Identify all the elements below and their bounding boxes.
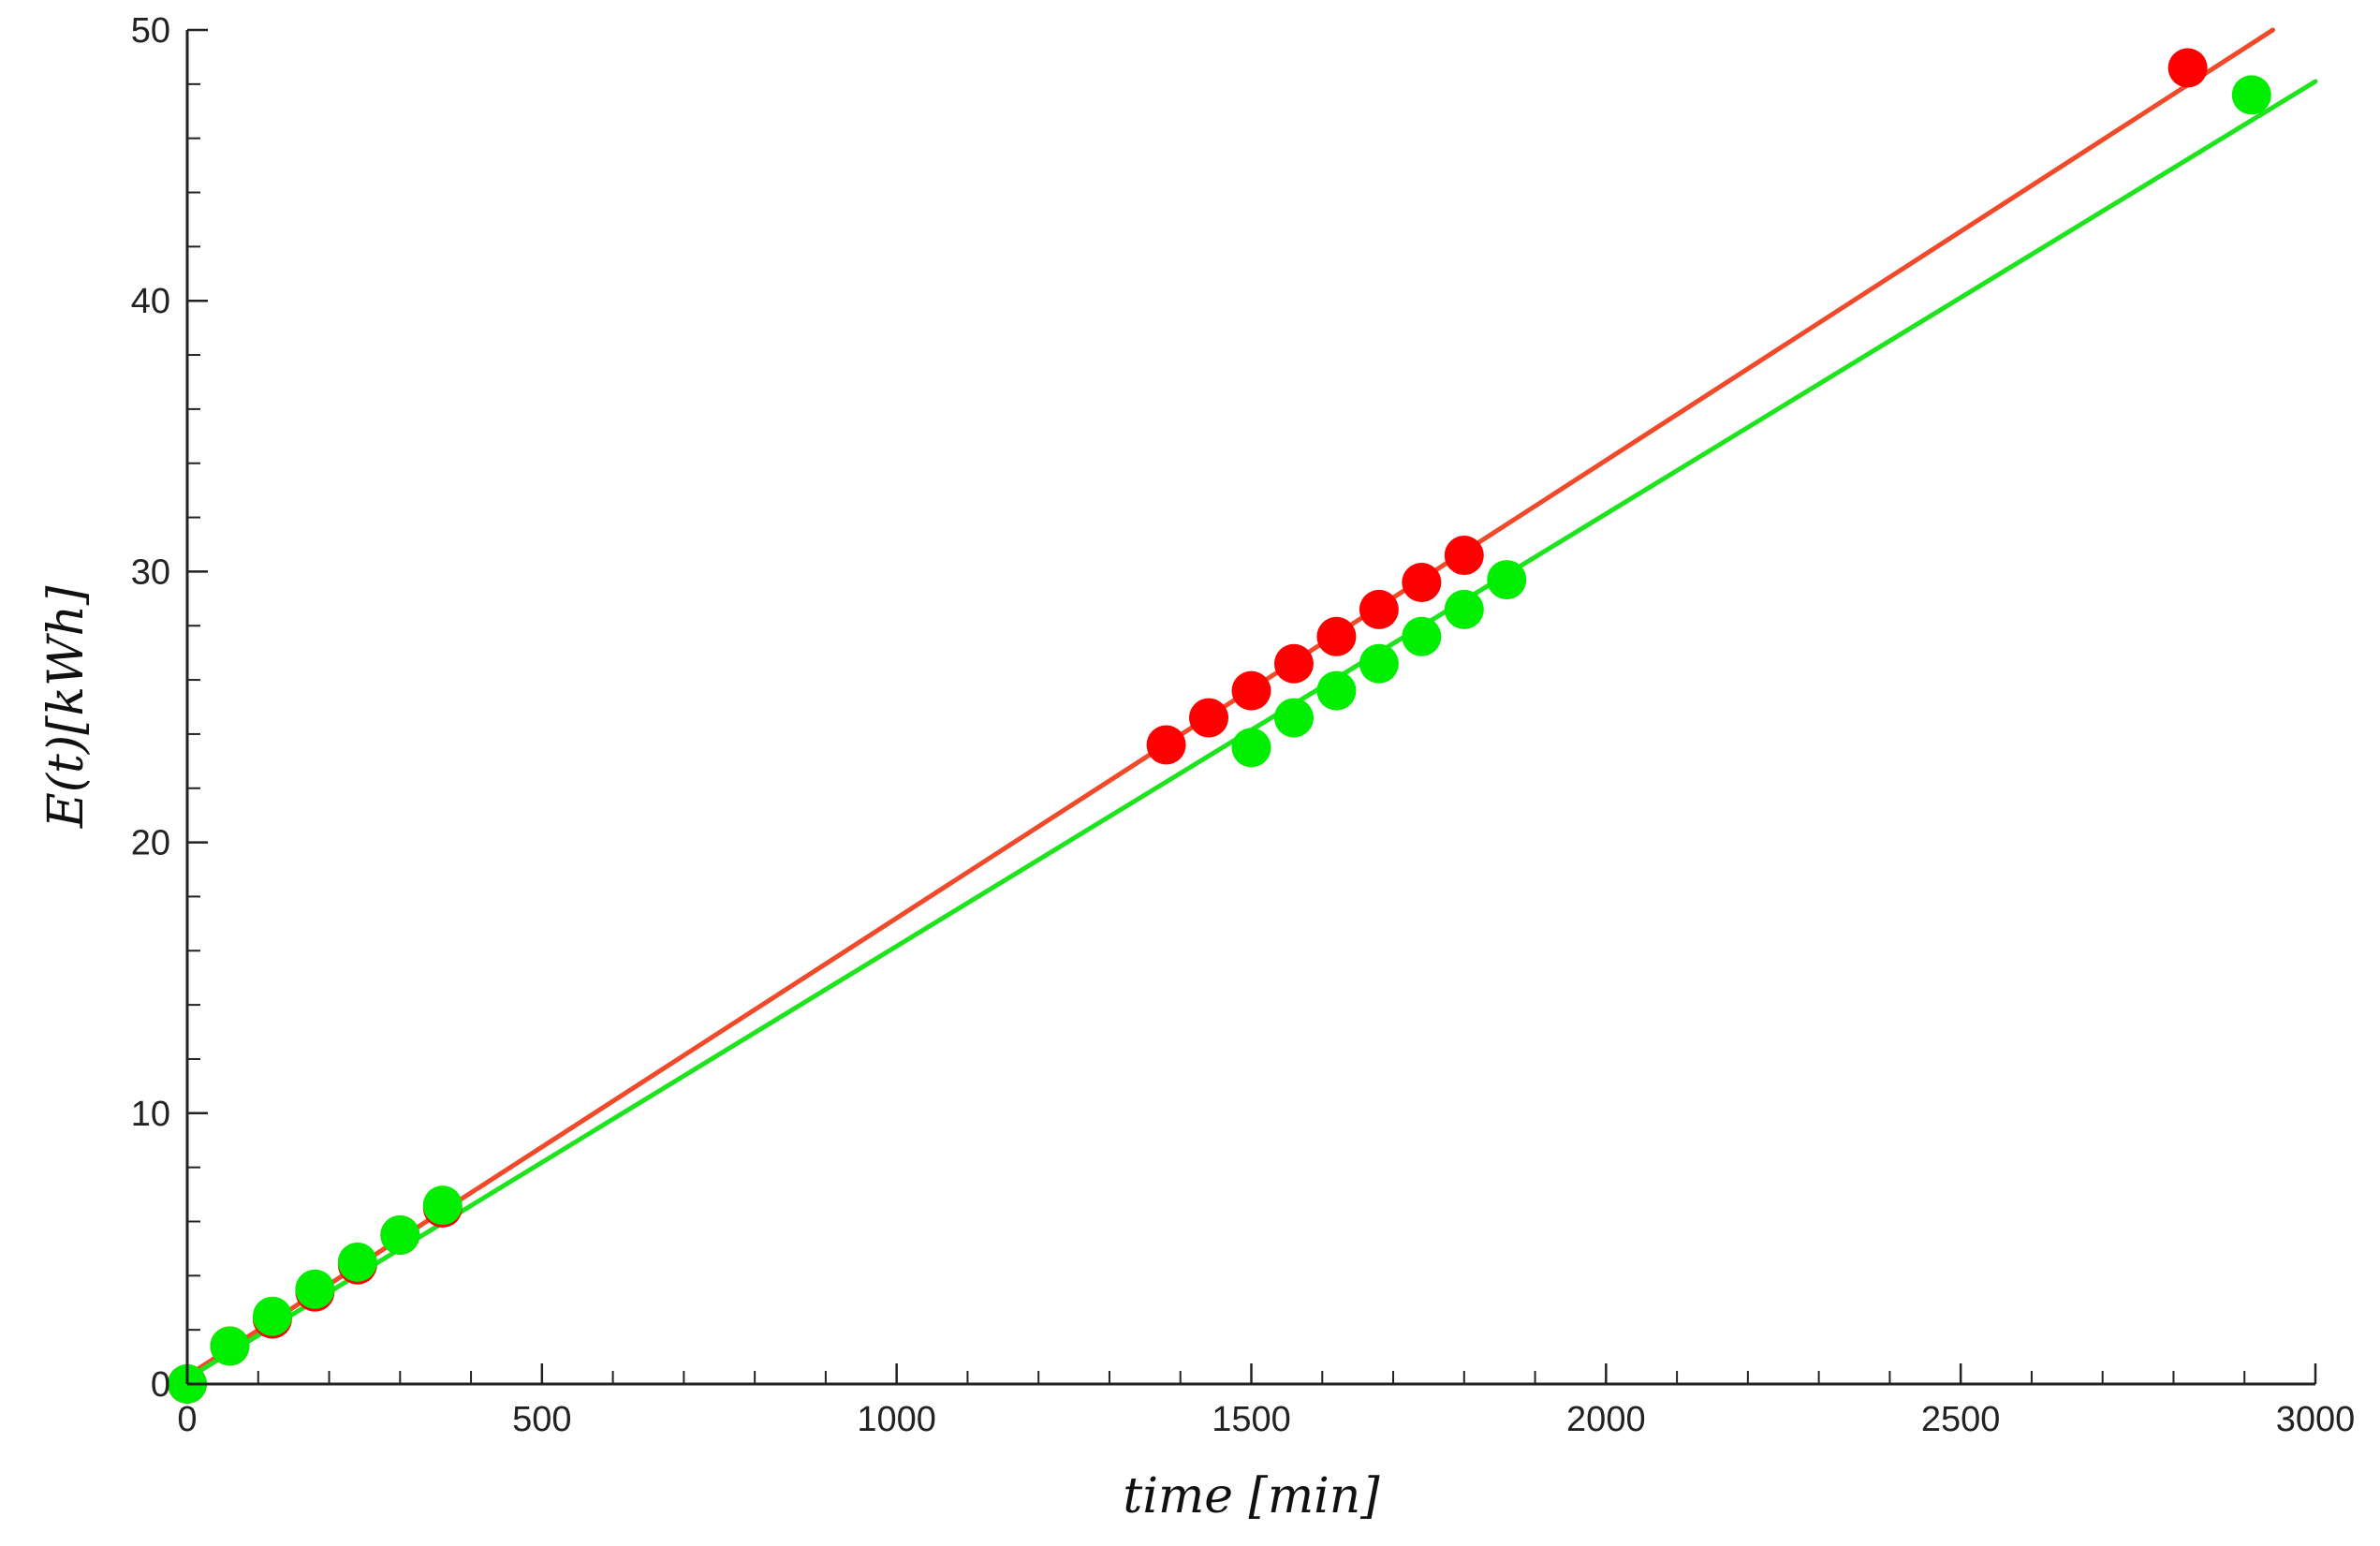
data-point-series-2	[252, 1296, 292, 1336]
x-tick-label: 2500	[1921, 1400, 2001, 1439]
data-point-series-2	[1359, 643, 1399, 684]
data-point-series-2	[337, 1242, 377, 1282]
data-points	[168, 48, 2271, 1404]
data-point-series-1	[1402, 562, 1442, 602]
x-tick-label: 2000	[1566, 1400, 1646, 1439]
data-point-series-2	[210, 1326, 250, 1366]
data-point-series-1	[1146, 725, 1186, 765]
y-tick-label: 20	[131, 824, 170, 863]
y-tick-label: 50	[131, 11, 170, 51]
data-point-series-2	[1273, 698, 1314, 738]
tick-labels: 0 500 1000 1500 2000 2500 3000 0 10 20 30 40 50	[131, 11, 2356, 1439]
data-point-series-2	[2231, 75, 2271, 115]
x-tick-label: 1000	[857, 1400, 936, 1439]
fit-line-1	[184, 27, 2276, 1378]
x-axis-label: time [min]	[1123, 1468, 1380, 1524]
data-point-series-2	[422, 1185, 463, 1226]
axes	[185, 28, 2317, 1386]
x-tick-label: 1500	[1212, 1400, 1291, 1439]
data-point-series-1	[1316, 616, 1357, 656]
y-tick-label: 10	[131, 1095, 170, 1134]
data-point-series-2	[1316, 670, 1357, 711]
data-point-series-1	[1273, 643, 1314, 684]
data-point-series-2	[1487, 560, 1527, 600]
y-tick-label: 40	[131, 282, 170, 321]
data-point-series-2	[1444, 589, 1484, 629]
y-axis-label: E(t)[kWh]	[38, 585, 95, 829]
data-point-series-1	[1359, 589, 1399, 629]
y-tick-label: 30	[131, 552, 170, 592]
x-tick-label: 3000	[2276, 1400, 2356, 1439]
data-point-series-1	[1189, 698, 1229, 738]
data-point-series-2	[380, 1215, 420, 1255]
data-point-series-1	[1444, 536, 1484, 576]
x-tick-label: 0	[177, 1400, 197, 1439]
x-tick-label: 500	[512, 1400, 571, 1439]
data-point-series-2	[295, 1269, 335, 1309]
data-point-series-2	[1402, 616, 1442, 656]
data-point-series-1	[2167, 48, 2208, 88]
data-point-series-2	[1231, 728, 1271, 768]
data-point-series-1	[1231, 670, 1271, 711]
y-tick-label: 0	[151, 1365, 170, 1405]
